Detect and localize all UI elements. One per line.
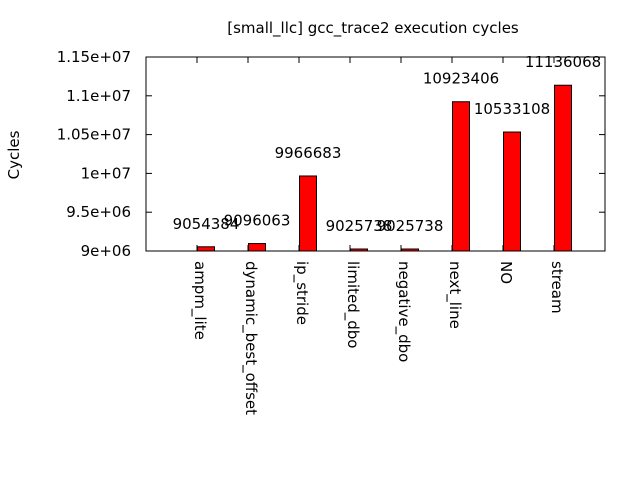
x-tick-label: ampm_lite [190,261,209,340]
x-tick-label: NO [497,261,515,284]
bar-no [503,131,521,252]
y-tick-label: 1e+07 [81,164,131,182]
plot-frame [145,56,606,252]
value-label: 9025738 [377,217,444,235]
chart-title: [small_llc] gcc_trace2 execution cycles [227,19,519,38]
bar-dynamic-best-offset [248,243,266,252]
y-tick-label: 1.05e+07 [57,126,131,144]
bar-next-line [452,101,470,252]
y-tick-label: 9.5e+06 [66,203,131,221]
value-label: 9025738 [326,217,393,235]
x-tick-label: next_line [445,261,464,329]
value-label: 9966683 [275,144,342,162]
value-label: 9054384 [173,215,240,233]
value-label: 9096063 [224,212,291,230]
bars [197,84,572,252]
value-label: 10533108 [474,100,550,118]
x-tick-label: dynamic_best_offset [241,261,260,415]
value-label: 11136068 [525,53,601,71]
value-label: 10923406 [423,70,499,88]
tick-labels: 9e+06 9.5e+06 1e+07 1.05e+07 1.1e+07 1.15e+07… [57,48,566,415]
bar-stream [554,84,572,252]
y-tick-label: 1.1e+07 [66,87,131,105]
y-tick-label: 9e+06 [81,242,131,260]
bar-ampm-lite [197,246,215,252]
x-tick-label: stream [548,261,566,314]
y-tick-label: 1.15e+07 [57,48,131,66]
x-tick-label: ip_stride [292,261,311,325]
x-tick-label: negative_dbo [394,261,413,362]
bar-ip-stride [299,175,317,252]
y-axis-label: Cycles [5,130,23,179]
x-tick-label: limited_dbo [343,261,362,348]
